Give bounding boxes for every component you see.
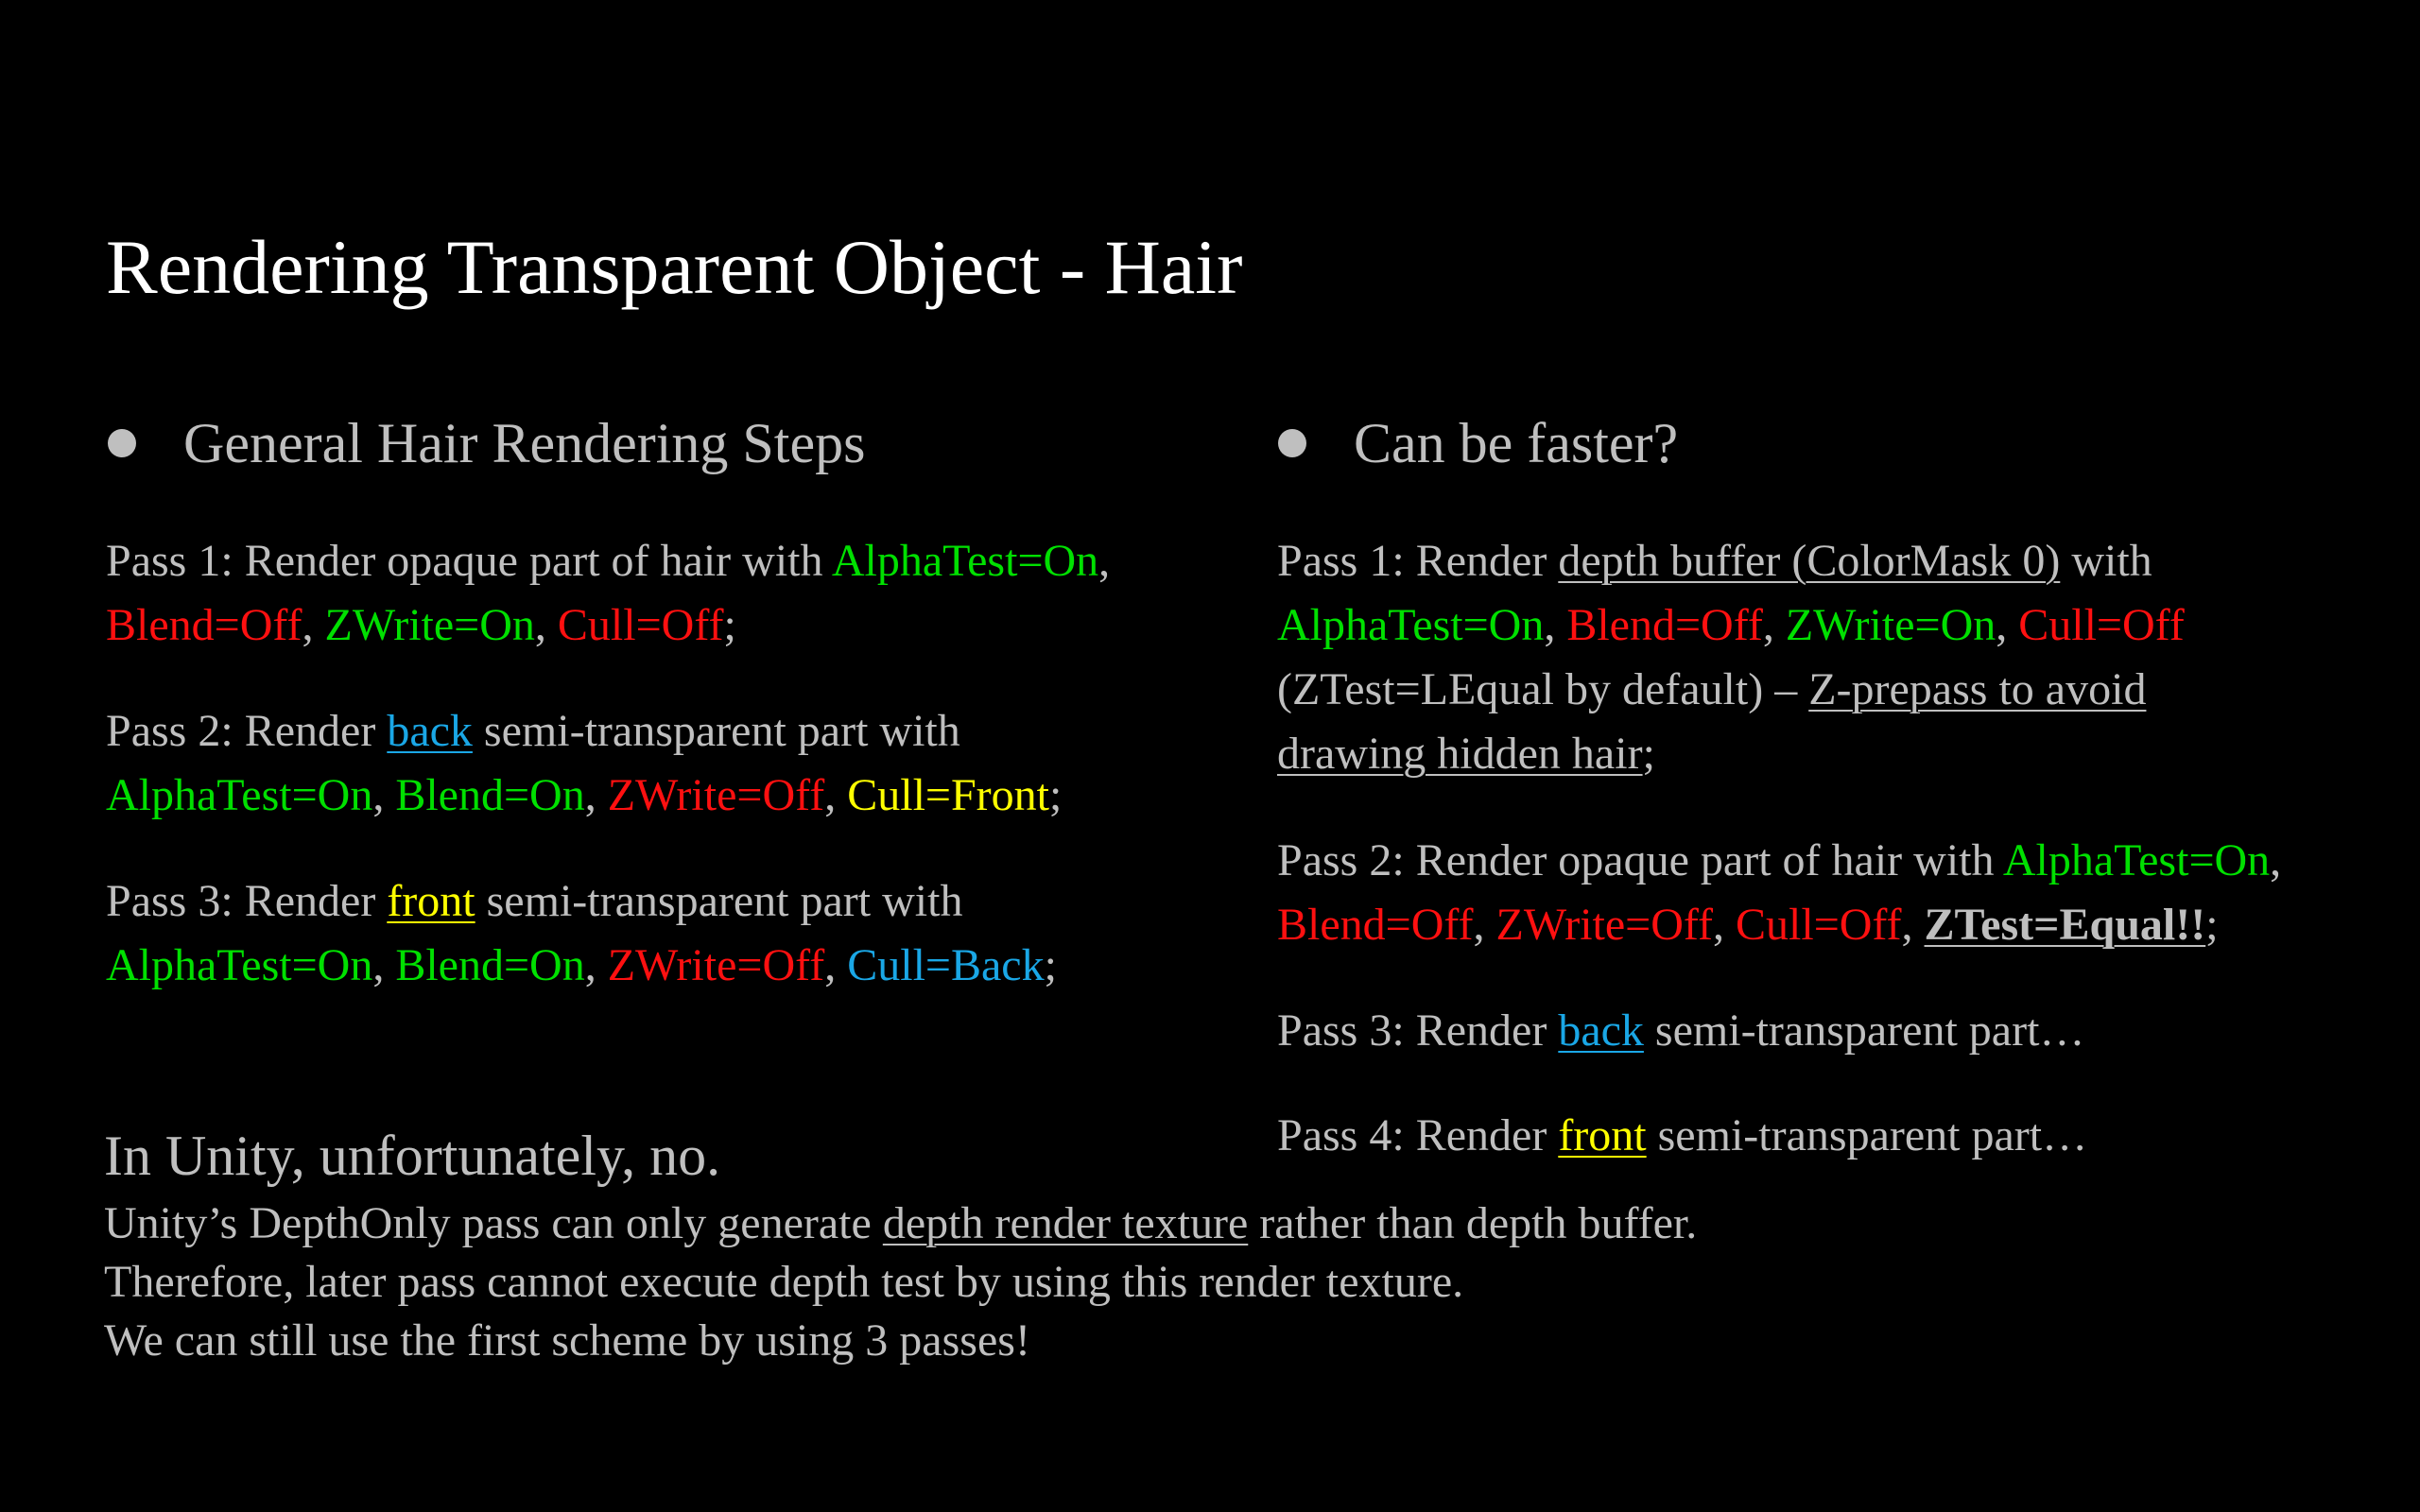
right-pass-2: Pass 2: Render opaque part of hair with …	[1277, 829, 2281, 957]
right-heading-text: Can be faster?	[1354, 412, 1679, 474]
pass-text: with	[2060, 536, 2152, 586]
right-pass-4: Pass 4: Render front semi-transparent pa…	[1277, 1104, 2087, 1168]
separator: ,	[1713, 900, 1736, 950]
pass-text: semi-transparent part…	[1646, 1110, 2088, 1160]
back-keyword: back	[387, 706, 473, 756]
alphatest-on: AlphaTest=On	[106, 770, 373, 820]
z-prepass-note: Z-prepass to avoid	[1808, 664, 2147, 714]
zwrite-off: ZWrite=Off	[607, 770, 825, 820]
terminator: ;	[723, 600, 736, 650]
separator: ,	[372, 770, 396, 820]
terminator: ;	[1049, 770, 1063, 820]
separator: ,	[372, 940, 396, 990]
separator: ,	[1473, 900, 1496, 950]
right-bullet-heading: Can be faster?	[1278, 412, 1678, 474]
alphatest-on: AlphaTest=On	[2002, 835, 2271, 885]
pass-text: Pass 2: Render opaque part of hair with	[1277, 835, 2003, 885]
unity-heading: In Unity, unfortunately, no.	[104, 1125, 721, 1187]
blend-on: Blend=On	[395, 770, 585, 820]
left-pass-3: Pass 3: Render front semi-transparent pa…	[106, 869, 1057, 998]
separator: ,	[1996, 600, 2019, 650]
cull-front: Cull=Front	[847, 770, 1049, 820]
blend-on: Blend=On	[395, 940, 585, 990]
unity-line-3: We can still use the first scheme by usi…	[104, 1315, 1030, 1366]
ztest-note: (ZTest=LEqual by default) –	[1277, 664, 1809, 714]
zwrite-off: ZWrite=Off	[607, 940, 825, 990]
right-pass-3: Pass 3: Render back semi-transparent par…	[1277, 999, 2084, 1063]
unity-line-2: Therefore, later pass cannot execute dep…	[104, 1257, 1464, 1307]
separator: ,	[302, 600, 325, 650]
back-keyword: back	[1558, 1005, 1644, 1056]
left-pass-1: Pass 1: Render opaque part of hair with …	[106, 529, 1110, 658]
terminator: ;	[2205, 900, 2219, 950]
separator: ,	[824, 770, 848, 820]
terminator: ;	[1044, 940, 1057, 990]
separator: ,	[1098, 536, 1111, 586]
separator: ,	[584, 940, 608, 990]
separator: ,	[534, 600, 558, 650]
pass-text: Pass 3: Render	[106, 876, 388, 926]
front-keyword: front	[1558, 1110, 1647, 1160]
pass-text: Pass 4: Render	[1277, 1110, 1559, 1160]
separator: ,	[1544, 600, 1567, 650]
separator: ,	[2270, 835, 2282, 885]
separator: ,	[584, 770, 608, 820]
unity-line-1: Unity’s DepthOnly pass can only generate	[104, 1198, 883, 1248]
pass-text: Pass 1: Render opaque part of hair with	[106, 536, 832, 586]
left-bullet-heading: General Hair Rendering Steps	[108, 412, 865, 474]
alphatest-on: AlphaTest=On	[106, 940, 373, 990]
unity-line-1-end: rather than depth buffer.	[1248, 1198, 1698, 1248]
separator: ,	[1901, 900, 1925, 950]
bullet-dot-icon	[108, 429, 136, 458]
pass-text: Pass 3: Render	[1277, 1005, 1559, 1056]
right-pass-1: Pass 1: Render depth buffer (ColorMask 0…	[1277, 529, 2185, 786]
pass-text: semi-transparent part with	[475, 876, 963, 926]
separator: ,	[1762, 600, 1786, 650]
zwrite-off: ZWrite=Off	[1495, 900, 1714, 950]
zwrite-on: ZWrite=On	[1785, 600, 1996, 650]
blend-off: Blend=Off	[1277, 900, 1474, 950]
left-heading-text: General Hair Rendering Steps	[183, 412, 866, 474]
blend-off: Blend=Off	[106, 600, 302, 650]
separator: ,	[824, 940, 848, 990]
left-pass-2: Pass 2: Render back semi-transparent par…	[106, 699, 1062, 828]
z-prepass-note-cont: drawing hidden hair	[1277, 729, 1643, 779]
blend-off: Blend=Off	[1566, 600, 1763, 650]
terminator: ;	[1642, 729, 1655, 779]
bullet-dot-icon	[1278, 429, 1306, 458]
zwrite-on: ZWrite=On	[324, 600, 535, 650]
alphatest-on: AlphaTest=On	[1277, 600, 1545, 650]
front-keyword: front	[387, 876, 475, 926]
depth-buffer-note: depth buffer (ColorMask 0)	[1558, 536, 2061, 586]
pass-text: Pass 1: Render	[1277, 536, 1559, 586]
unity-explanation: Unity’s DepthOnly pass can only generate…	[104, 1194, 1697, 1370]
pass-text: semi-transparent part…	[1643, 1005, 2085, 1056]
slide-title: Rendering Transparent Object - Hair	[106, 224, 1243, 310]
ztest-equal: ZTest=Equal!!	[1924, 900, 2206, 950]
cull-off: Cull=Off	[557, 600, 724, 650]
alphatest-on: AlphaTest=On	[831, 536, 1099, 586]
cull-off: Cull=Off	[2018, 600, 2185, 650]
pass-text: Pass 2: Render	[106, 706, 388, 756]
cull-back: Cull=Back	[847, 940, 1045, 990]
pass-text: semi-transparent part with	[472, 706, 960, 756]
depth-render-texture: depth render texture	[882, 1198, 1249, 1248]
cull-off: Cull=Off	[1736, 900, 1902, 950]
